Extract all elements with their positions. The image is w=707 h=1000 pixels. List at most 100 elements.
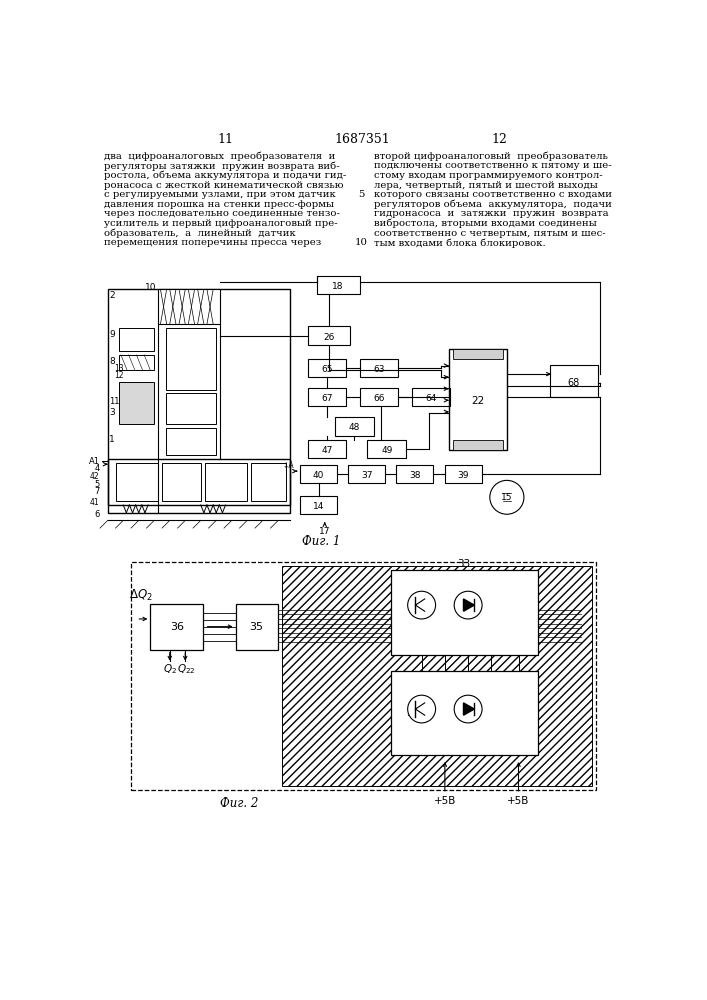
Text: 14: 14 (313, 502, 325, 511)
Bar (204, 463, 247, 501)
Text: 18: 18 (332, 282, 344, 291)
Bar (335, 417, 373, 436)
Text: 12: 12 (114, 371, 124, 380)
Text: 1687351: 1687351 (334, 133, 390, 146)
Bar (107, 289, 290, 513)
Circle shape (408, 591, 436, 619)
Text: $\Delta Q_2$: $\Delta Q_2$ (129, 588, 153, 603)
Bar (166, 393, 216, 424)
Text: 48: 48 (349, 424, 360, 432)
Text: вибростола, вторыми входами соединены: вибростола, вторыми входами соединены (373, 219, 596, 228)
Bar (107, 459, 290, 505)
Text: 5: 5 (95, 480, 100, 489)
Text: второй цифроаналоговый  преобразователь: второй цифроаналоговый преобразователь (373, 151, 607, 161)
Bar (348, 465, 385, 483)
Text: 15: 15 (501, 493, 513, 502)
Text: 1: 1 (110, 435, 115, 444)
Text: которого связаны соответственно с входами: которого связаны соответственно с входам… (373, 190, 612, 199)
Text: 38: 38 (409, 471, 421, 480)
Text: 11: 11 (110, 397, 119, 406)
Text: 63: 63 (373, 365, 385, 374)
Text: 10: 10 (145, 283, 156, 292)
Bar (235, 604, 279, 650)
Bar (411, 388, 450, 406)
Text: два  цифроаналоговых  преобразователя  и: два цифроаналоговых преобразователя и (104, 151, 335, 161)
Text: ронасоса с жесткой кинематической связью: ронасоса с жесткой кинематической связью (104, 181, 344, 190)
Text: 22: 22 (471, 396, 484, 406)
Text: 64: 64 (425, 394, 437, 403)
Text: 5: 5 (358, 190, 364, 199)
Circle shape (454, 695, 482, 723)
Circle shape (454, 591, 482, 619)
Bar (452, 440, 503, 450)
Text: с регулируемыми узлами, при этом датчик: с регулируемыми узлами, при этом датчик (104, 190, 336, 199)
Bar (166, 328, 216, 389)
Text: 9: 9 (110, 330, 115, 339)
Text: 42: 42 (90, 472, 99, 481)
Bar (282, 566, 592, 786)
Bar (317, 276, 360, 294)
Polygon shape (464, 599, 474, 611)
Text: 26: 26 (323, 333, 334, 342)
Text: 66: 66 (373, 394, 385, 403)
Bar (162, 463, 201, 501)
Bar (131, 562, 596, 790)
Text: 34: 34 (406, 708, 419, 718)
Bar (151, 604, 203, 650)
Text: A1: A1 (89, 457, 100, 466)
Text: 6: 6 (95, 510, 100, 519)
Text: 40: 40 (313, 471, 325, 480)
Text: +5В: +5В (433, 796, 456, 806)
Text: 12: 12 (491, 133, 507, 146)
Text: регуляторов объема  аккумулятора,  подачи: регуляторов объема аккумулятора, подачи (373, 200, 612, 209)
Text: Фиг. 1: Фиг. 1 (302, 535, 340, 548)
Bar (166, 428, 216, 455)
Text: 10: 10 (355, 238, 368, 247)
Text: 49: 49 (381, 446, 392, 455)
Text: 4: 4 (95, 464, 100, 473)
Bar (251, 463, 286, 501)
Bar (391, 671, 538, 755)
Text: ростола, объема аккумулятора и подачи гид-: ростола, объема аккумулятора и подачи ги… (104, 171, 346, 180)
Text: +5В: +5В (508, 796, 530, 806)
Text: соответственно с четвертым, пятым и шес-: соответственно с четвертым, пятым и шес- (373, 229, 605, 238)
Text: 37: 37 (361, 471, 373, 480)
Text: 13: 13 (114, 364, 124, 373)
Bar (300, 496, 337, 514)
Text: $Q_2$: $Q_2$ (163, 662, 177, 676)
Bar (300, 465, 337, 483)
Bar (396, 465, 433, 483)
Text: 3: 3 (110, 408, 115, 417)
Text: 33: 33 (457, 559, 471, 569)
Bar (449, 349, 507, 450)
Polygon shape (464, 703, 474, 715)
Text: Фиг. 2: Фиг. 2 (221, 797, 259, 810)
Bar (308, 359, 346, 377)
Text: $Q_{22}$: $Q_{22}$ (177, 662, 196, 676)
Text: 67: 67 (321, 394, 333, 403)
Text: образователь,  а  линейный  датчик: образователь, а линейный датчик (104, 228, 296, 238)
Bar (445, 465, 482, 483)
Bar (391, 570, 538, 655)
Text: давления порошка на стенки пресс-формы: давления порошка на стенки пресс-формы (104, 200, 334, 209)
Bar (115, 463, 158, 501)
Text: через последовательно соединенные тензо-: через последовательно соединенные тензо- (104, 209, 340, 218)
Text: 35: 35 (250, 622, 264, 632)
Text: 8: 8 (110, 357, 115, 366)
Bar (119, 328, 154, 351)
Bar (360, 359, 398, 377)
Text: 36: 36 (170, 622, 184, 632)
Bar (119, 382, 154, 424)
Text: 7: 7 (95, 487, 100, 496)
Text: 17: 17 (319, 527, 330, 536)
Bar (158, 289, 220, 324)
Text: гидронасоса  и  затяжки  пружин  возврата: гидронасоса и затяжки пружин возврата (373, 209, 608, 218)
Bar (119, 355, 154, 370)
Bar (549, 365, 597, 397)
Bar (308, 388, 346, 406)
Text: подключены соответственно к пятому и ше-: подключены соответственно к пятому и ше- (373, 161, 611, 170)
Text: перемещения поперечины пресса через: перемещения поперечины пресса через (104, 238, 321, 247)
Bar (452, 349, 503, 359)
Text: 47: 47 (322, 446, 333, 455)
Bar (360, 388, 398, 406)
